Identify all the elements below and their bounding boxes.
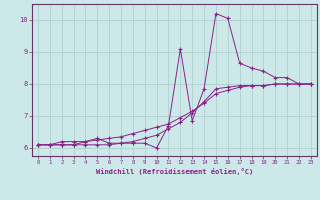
X-axis label: Windchill (Refroidissement éolien,°C): Windchill (Refroidissement éolien,°C) <box>96 168 253 175</box>
